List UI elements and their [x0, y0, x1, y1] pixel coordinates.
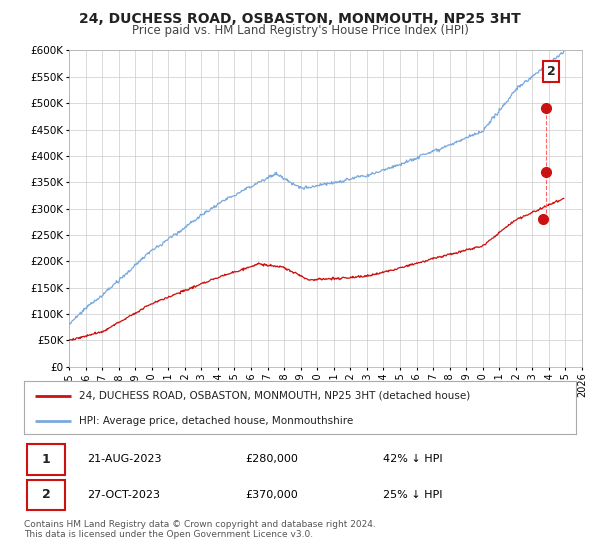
FancyBboxPatch shape [27, 444, 65, 474]
Text: 25% ↓ HPI: 25% ↓ HPI [383, 490, 442, 500]
Text: 2: 2 [42, 488, 50, 501]
Text: 1: 1 [42, 452, 50, 466]
Text: 21-AUG-2023: 21-AUG-2023 [88, 454, 162, 464]
Text: £280,000: £280,000 [245, 454, 298, 464]
Text: £370,000: £370,000 [245, 490, 298, 500]
Text: HPI: Average price, detached house, Monmouthshire: HPI: Average price, detached house, Monm… [79, 416, 353, 426]
Text: 42% ↓ HPI: 42% ↓ HPI [383, 454, 442, 464]
Text: 24, DUCHESS ROAD, OSBASTON, MONMOUTH, NP25 3HT (detached house): 24, DUCHESS ROAD, OSBASTON, MONMOUTH, NP… [79, 391, 470, 401]
Text: Price paid vs. HM Land Registry's House Price Index (HPI): Price paid vs. HM Land Registry's House … [131, 24, 469, 37]
Text: 24, DUCHESS ROAD, OSBASTON, MONMOUTH, NP25 3HT: 24, DUCHESS ROAD, OSBASTON, MONMOUTH, NP… [79, 12, 521, 26]
Text: 2: 2 [547, 65, 556, 78]
Text: Contains HM Land Registry data © Crown copyright and database right 2024.
This d: Contains HM Land Registry data © Crown c… [24, 520, 376, 539]
Text: 27-OCT-2023: 27-OCT-2023 [88, 490, 160, 500]
FancyBboxPatch shape [27, 479, 65, 510]
